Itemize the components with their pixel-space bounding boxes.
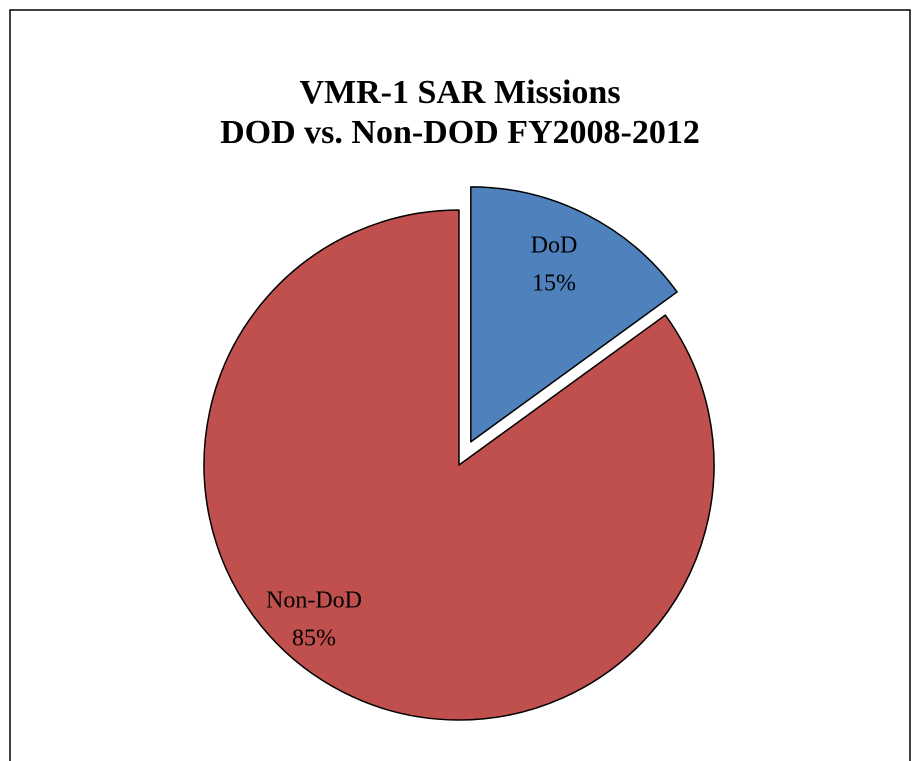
pie-slice [470,186,678,443]
chart-title: VMR-1 SAR Missions [299,74,620,111]
slice-value-label: 15% [532,271,576,297]
slice-category-label: Non-DoD [266,588,362,614]
chart-title: DOD vs. Non-DOD FY2008-2012 [220,114,700,151]
pie: DoD 15% Non-DoD 85% [203,186,715,721]
pie-slice [203,209,715,721]
slice-category-label: DoD [531,233,578,259]
slice-value-label: 85% [292,626,336,652]
